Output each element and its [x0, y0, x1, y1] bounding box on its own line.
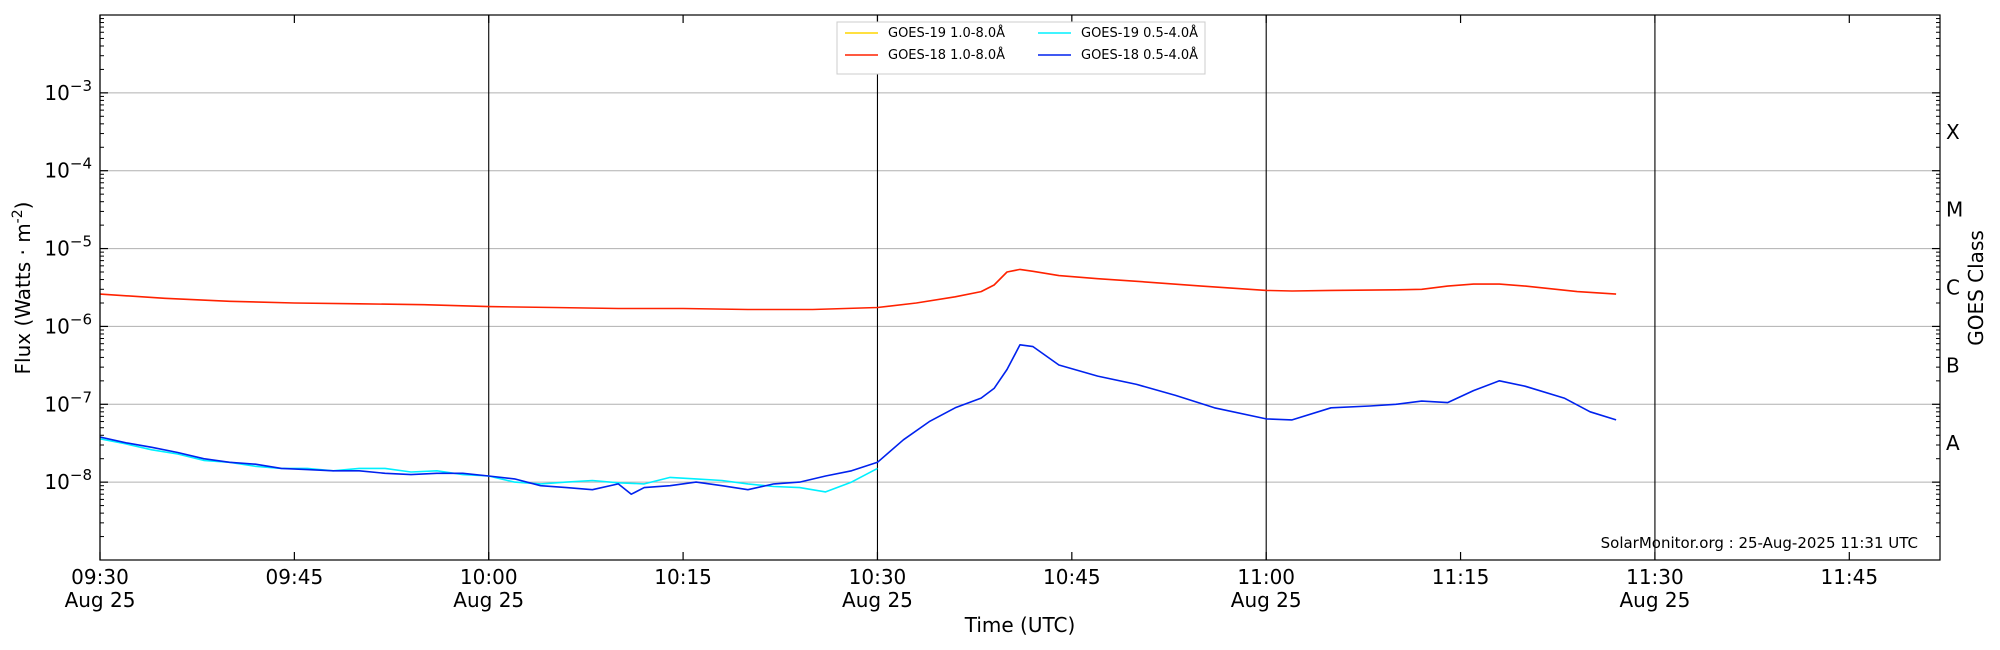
x-tick-sublabel: Aug 25 [1619, 588, 1690, 612]
horizontal-gridlines [100, 92, 1940, 483]
legend: GOES-19 1.0-8.0Å GOES-18 1.0-8.0Å GOES-19 … [836, 21, 1206, 75]
x-tick-label: 10:15 [654, 565, 712, 589]
y-tick-label: 10−7 [44, 388, 92, 416]
x-tick-label: 09:30 [71, 565, 129, 589]
series-line [99, 343, 1617, 496]
x-tick-label: 11:30 [1626, 565, 1684, 589]
x-tick-label: 09:45 [266, 565, 324, 589]
x-tick-sublabel: Aug 25 [1231, 588, 1302, 612]
x-axis-title: Time (UTC) [964, 613, 1076, 637]
goes-class-label: M [1946, 198, 1963, 222]
goes-class-axis-title: GOES Class [1964, 230, 1988, 346]
y-tick-label: 10−6 [44, 310, 92, 338]
goes-class-label: B [1946, 353, 1960, 377]
y-tick-label: 10−5 [44, 233, 92, 261]
x-tick-label: 11:15 [1432, 565, 1490, 589]
legend-box [836, 21, 1206, 75]
x-tick-label: 10:00 [460, 565, 518, 589]
x-tick-sublabel: Aug 25 [453, 588, 524, 612]
credit-annotation: SolarMonitor.org : 25-Aug-2025 11:31 UTC [1601, 534, 1918, 552]
series-line [99, 268, 1617, 311]
legend-label: GOES-18 0.5-4.0Å [1081, 47, 1198, 63]
legend-label: GOES-19 1.0-8.0Å [888, 25, 1005, 41]
plot-frame [99, 14, 1941, 561]
goes-class-label: A [1946, 431, 1960, 455]
x-tick-label: 10:45 [1043, 565, 1101, 589]
series-layer [99, 268, 1617, 496]
x-tick-label: 11:00 [1237, 565, 1295, 589]
x-tick-label: 11:45 [1820, 565, 1878, 589]
y-tick-label: 10−8 [44, 466, 92, 494]
y-tick-label: 10−4 [44, 155, 92, 183]
goes-class-label: C [1946, 276, 1960, 300]
legend-label: GOES-19 0.5-4.0Å [1081, 25, 1198, 41]
y-tick-label: 10−3 [44, 77, 92, 105]
x-tick-sublabel: Aug 25 [842, 588, 913, 612]
x-tick-label: 10:30 [849, 565, 907, 589]
goes-class-label: X [1946, 120, 1960, 144]
legend-label: GOES-18 1.0-8.0Å [888, 47, 1005, 63]
y-axis-title: Flux (Watts · m-2) [10, 202, 35, 375]
x-tick-sublabel: Aug 25 [65, 588, 136, 612]
